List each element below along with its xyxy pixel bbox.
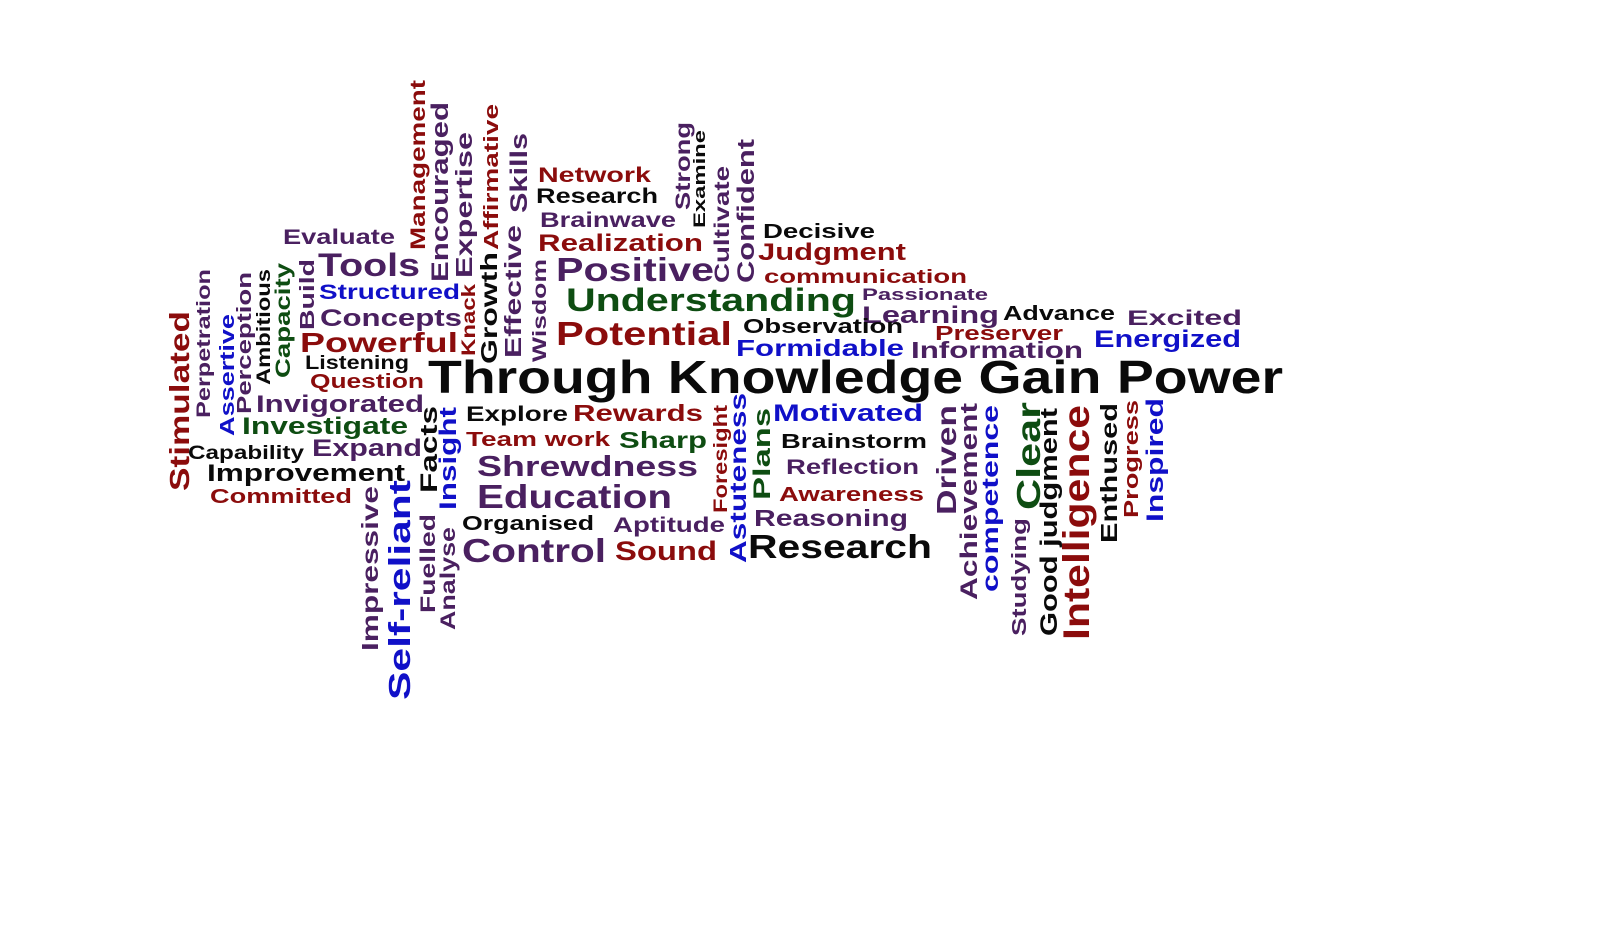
cloud-word-powerful: Powerful — [300, 327, 458, 358]
cloud-word-expertise: Expertise — [451, 132, 477, 278]
cloud-word-organised: Organised — [462, 513, 594, 535]
cloud-word-brainstorm: Brainstorm — [781, 431, 927, 453]
cloud-word-astuteness: Astuteness — [725, 393, 751, 563]
cloud-word-learning: Learning — [862, 302, 999, 329]
cloud-word-knack: Knack — [459, 283, 480, 356]
cloud-word-driven: Driven — [931, 405, 962, 515]
cloud-word-management: Management — [407, 80, 430, 250]
cloud-word-passionate: Passionate — [862, 285, 988, 304]
cloud-word-cultivate: Cultivate — [711, 166, 734, 283]
cloud-word-self-reliant: Self-reliant — [382, 480, 417, 700]
cloud-word-judgment: Judgment — [758, 239, 906, 266]
cloud-word-sound: Sound — [615, 536, 717, 566]
cloud-word-good-judgment: Good judgment — [1036, 408, 1063, 636]
cloud-word-ambitious: Ambitious — [254, 269, 275, 385]
cloud-word-wisdom: Wisdom — [530, 259, 551, 362]
cloud-word-studying: Studying — [1009, 518, 1031, 636]
cloud-word-expand: Expand — [312, 435, 422, 462]
cloud-word-assertive: Assertive — [217, 314, 239, 436]
cloud-word-committed: Committed — [210, 486, 352, 508]
cloud-word-brainwave: Brainwave — [540, 209, 676, 232]
cloud-word-network: Network — [538, 164, 651, 187]
cloud-word-energized: Energized — [1094, 326, 1241, 353]
cloud-word-realization: Realization — [538, 230, 703, 257]
cloud-word-analyse: Analyse — [437, 527, 460, 630]
cloud-word-reflection: Reflection — [786, 456, 919, 479]
cloud-word-team-work: Team work — [466, 429, 611, 451]
cloud-word-excited: Excited — [1127, 307, 1242, 330]
cloud-word-motivated: Motivated — [773, 400, 923, 427]
cloud-word-build: Build — [297, 259, 319, 330]
cloud-word-listening: Listening — [305, 353, 409, 374]
cloud-word-evaluate: Evaluate — [283, 226, 395, 249]
cloud-word-perception: Perception — [234, 272, 256, 414]
cloud-word-decisive: Decisive — [763, 221, 875, 243]
cloud-word-foresight: Foresight — [711, 404, 732, 513]
cloud-word-plans: Plans — [749, 408, 776, 500]
cloud-word-question: Question — [310, 371, 424, 393]
cloud-word-encouraged: Encouraged — [427, 102, 454, 282]
cloud-word-advance: Advance — [1003, 303, 1115, 325]
cloud-word-communication: communication — [764, 267, 967, 288]
cloud-word-facts: Facts — [416, 406, 443, 493]
cloud-word-capability: Capability — [188, 443, 305, 464]
cloud-word-understanding: Understanding — [566, 282, 856, 318]
cloud-word-explore: Explore — [466, 403, 568, 426]
cloud-word-intelligence: Intelligence — [1056, 405, 1097, 640]
cloud-word-research: Research — [536, 185, 658, 208]
cloud-word-preserver: Preserver — [935, 323, 1063, 345]
cloud-word-fuelled: Fuelled — [417, 514, 440, 613]
cloud-word-positive: Positive — [556, 251, 714, 288]
cloud-word-growth: Growth — [476, 252, 502, 364]
cloud-word-potential: Potential — [556, 315, 732, 352]
cloud-word-achievement: Achievement — [956, 403, 983, 600]
cloud-word-stimulated: Stimulated — [164, 311, 195, 491]
cloud-word-capacity: Capacity — [272, 263, 295, 378]
cloud-word-shrewdness: Shrewdness — [477, 451, 698, 483]
cloud-word-clear: Clear — [1010, 402, 1047, 510]
cloud-word-control: Control — [462, 532, 606, 569]
cloud-word-confident: Confident — [733, 139, 760, 283]
cloud-word-affirmative: Affirmative — [481, 104, 503, 250]
cloud-word-sharp: Sharp — [619, 427, 707, 453]
cloud-word-concepts: Concepts — [320, 305, 462, 332]
cloud-word-inspired: Inspired — [1142, 398, 1169, 522]
cloud-word-formidable: Formidable — [736, 335, 904, 361]
cloud-word-competence: competence — [977, 405, 1003, 592]
cloud-word-observation: Observation — [743, 316, 903, 338]
cloud-word-reasoning: Reasoning — [754, 505, 908, 531]
cloud-word-investigate: Investigate — [242, 413, 408, 440]
cloud-word-impressive: Impressive — [357, 486, 383, 651]
cloud-word-invigorated: Invigorated — [256, 391, 424, 418]
cloud-word-skills: Skills — [506, 133, 533, 213]
cloud-word-improvement: Improvement — [207, 460, 405, 487]
cloud-word-structured: Structured — [319, 281, 460, 304]
cloud-word-aptitude: Aptitude — [613, 514, 725, 537]
cloud-word-effective: Effective — [500, 225, 526, 358]
cloud-word-information: Information — [911, 337, 1083, 363]
cloud-word-progress: Progress — [1121, 400, 1143, 518]
cloud-word-examine: Examine — [690, 130, 709, 228]
cloud-word-education: Education — [477, 478, 672, 515]
cloud-word-research: Research — [748, 528, 932, 565]
cloud-word-rewards: Rewards — [573, 400, 703, 426]
cloud-word-tools: Tools — [318, 247, 420, 283]
cloud-title-word: Through Knowledge Gain Power — [428, 351, 1283, 403]
cloud-word-enthused: Enthused — [1096, 403, 1122, 543]
cloud-word-perpetration: Perpetration — [194, 269, 215, 418]
cloud-word-strong: Strong — [672, 122, 695, 210]
cloud-word-insight: Insight — [435, 407, 462, 510]
cloud-word-awareness: Awareness — [779, 484, 924, 506]
